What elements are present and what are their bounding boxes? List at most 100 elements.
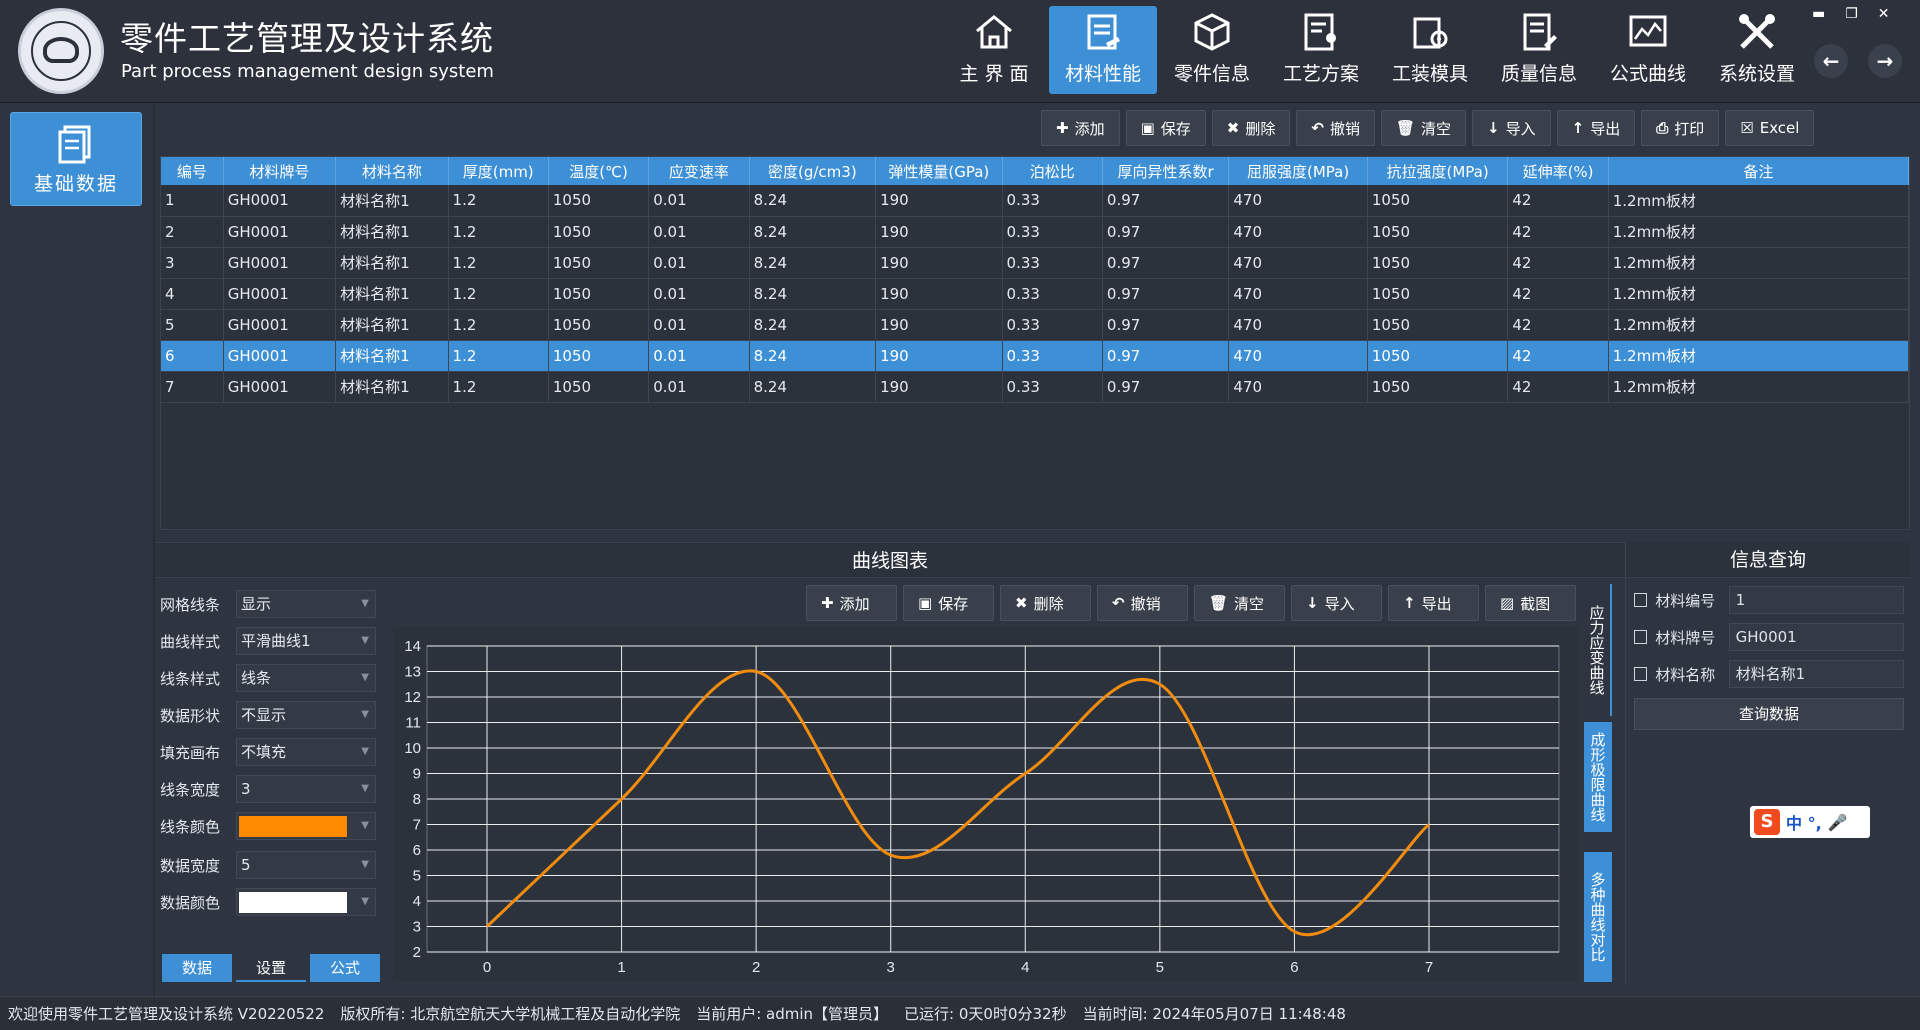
- column-header[interactable]: 温度(℃): [548, 157, 650, 185]
- table-cell[interactable]: 42: [1507, 340, 1609, 372]
- table-cell[interactable]: 470: [1228, 340, 1368, 372]
- import-button[interactable]: ↓ 导入: [1472, 110, 1551, 146]
- tab-forming-limit[interactable]: 成形极限曲线: [1584, 722, 1612, 832]
- table-cell[interactable]: 0.97: [1102, 371, 1230, 403]
- table-cell[interactable]: 190: [875, 309, 1003, 341]
- table-cell[interactable]: 0.97: [1102, 309, 1230, 341]
- query-grade-checkbox[interactable]: [1634, 630, 1648, 644]
- table-cell[interactable]: 0.01: [648, 340, 750, 372]
- table-cell[interactable]: 1050: [1367, 371, 1509, 403]
- table-cell[interactable]: 190: [875, 371, 1003, 403]
- table-cell[interactable]: 1050: [548, 340, 650, 372]
- column-header[interactable]: 屈服强度(MPa): [1228, 157, 1368, 185]
- table-cell[interactable]: 0.33: [1002, 340, 1103, 372]
- chart-screenshot-button[interactable]: ▨ 截图: [1485, 585, 1576, 621]
- column-header[interactable]: 备注: [1608, 157, 1910, 185]
- tab-settings[interactable]: 设置: [236, 954, 306, 982]
- table-cell[interactable]: 42: [1507, 371, 1609, 403]
- table-cell[interactable]: 8.24: [749, 340, 877, 372]
- tab-stress-strain[interactable]: 应力应变曲线: [1584, 584, 1612, 716]
- query-grade-input[interactable]: GH0001: [1728, 623, 1904, 651]
- table-cell[interactable]: 1050: [1367, 185, 1509, 217]
- table-cell[interactable]: 材料名称1: [335, 278, 449, 310]
- table-cell[interactable]: 1.2: [448, 278, 549, 310]
- table-cell[interactable]: 4: [161, 278, 224, 310]
- query-name-input[interactable]: 材料名称1: [1728, 660, 1904, 688]
- table-cell[interactable]: 470: [1228, 185, 1368, 217]
- table-cell[interactable]: GH0001: [223, 278, 337, 310]
- table-cell[interactable]: 42: [1507, 216, 1609, 248]
- table-cell[interactable]: 0.01: [648, 371, 750, 403]
- clear-button[interactable]: 🗑 清空: [1380, 110, 1467, 146]
- table-cell[interactable]: 2: [161, 216, 224, 248]
- table-row[interactable]: 5 GH0001 材料名称1 1.2 1050 0.01 8.24 190 0.33 0.97 47…: [161, 309, 1910, 341]
- table-cell[interactable]: 1050: [1367, 340, 1509, 372]
- nav-formula[interactable]: 公式曲线: [1594, 6, 1702, 94]
- table-row[interactable]: 3 GH0001 材料名称1 1.2 1050 0.01 8.24 190 0.33 0.97 47…: [161, 247, 1910, 279]
- table-cell[interactable]: 1.2mm板材: [1608, 340, 1910, 372]
- table-cell[interactable]: 材料名称1: [335, 216, 449, 248]
- table-cell[interactable]: 1.2mm板材: [1608, 247, 1910, 279]
- nav-tooling[interactable]: 工装模具: [1376, 6, 1484, 94]
- column-header[interactable]: 弹性模量(GPa): [875, 157, 1003, 185]
- table-cell[interactable]: 8.24: [749, 247, 877, 279]
- color-swatch[interactable]: [239, 892, 347, 913]
- table-cell[interactable]: 470: [1228, 371, 1368, 403]
- table-cell[interactable]: 1.2mm板材: [1608, 185, 1910, 217]
- back-arrow-icon[interactable]: ←: [1814, 44, 1848, 78]
- nav-process[interactable]: 工艺方案: [1267, 6, 1375, 94]
- table-cell[interactable]: 470: [1228, 278, 1368, 310]
- table-cell[interactable]: GH0001: [223, 247, 337, 279]
- table-cell[interactable]: 1.2: [448, 340, 549, 372]
- table-row[interactable]: 7 GH0001 材料名称1 1.2 1050 0.01 8.24 190 0.33 0.97 47…: [161, 371, 1910, 403]
- setting-dropdown[interactable]: 显示 ▼: [236, 590, 376, 618]
- table-cell[interactable]: 材料名称1: [335, 340, 449, 372]
- table-cell[interactable]: 0.97: [1102, 340, 1230, 372]
- minimize-icon[interactable]: ▬: [1812, 6, 1826, 22]
- column-header[interactable]: 延伸率(%): [1507, 157, 1609, 185]
- setting-dropdown[interactable]: 平滑曲线1 ▼: [236, 627, 376, 655]
- print-button[interactable]: ⎙ 打印: [1641, 110, 1720, 146]
- table-cell[interactable]: 42: [1507, 278, 1609, 310]
- table-cell[interactable]: 1050: [1367, 247, 1509, 279]
- table-row[interactable]: 6 GH0001 材料名称1 1.2 1050 0.01 8.24 190 0.33 0.97 47…: [161, 340, 1910, 372]
- setting-dropdown[interactable]: ▼: [236, 812, 376, 840]
- table-cell[interactable]: 190: [875, 185, 1003, 217]
- table-row[interactable]: 1 GH0001 材料名称1 1.2 1050 0.01 8.24 190 0.33 0.97 47…: [161, 185, 1910, 217]
- query-name-checkbox[interactable]: [1634, 667, 1648, 681]
- restore-icon[interactable]: ❐: [1845, 6, 1858, 22]
- table-cell[interactable]: 1.2: [448, 216, 549, 248]
- table-cell[interactable]: 0.01: [648, 278, 750, 310]
- table-cell[interactable]: 1050: [1367, 309, 1509, 341]
- table-cell[interactable]: 1.2: [448, 371, 549, 403]
- ime-indicator[interactable]: S 中 °, 🎤: [1750, 806, 1870, 838]
- delete-button[interactable]: ✖ 删除: [1211, 110, 1291, 146]
- table-cell[interactable]: 1.2mm板材: [1608, 216, 1910, 248]
- save-button[interactable]: ▣ 保存: [1125, 110, 1206, 146]
- table-row[interactable]: 4 GH0001 材料名称1 1.2 1050 0.01 8.24 190 0.33 0.97 47…: [161, 278, 1910, 310]
- forward-arrow-icon[interactable]: →: [1868, 44, 1902, 78]
- table-cell[interactable]: 0.01: [648, 247, 750, 279]
- tab-curve-compare[interactable]: 多种曲线对比: [1584, 852, 1612, 982]
- table-cell[interactable]: 1050: [548, 247, 650, 279]
- undo-button[interactable]: ↶ 撤销: [1296, 110, 1375, 146]
- chart-clear-button[interactable]: 🗑 清空: [1194, 585, 1285, 621]
- column-header[interactable]: 厚度(mm): [448, 157, 549, 185]
- nav-home[interactable]: 主 界 面: [940, 6, 1048, 94]
- table-cell[interactable]: 0.33: [1002, 278, 1103, 310]
- table-cell[interactable]: 1050: [548, 371, 650, 403]
- table-cell[interactable]: 0.33: [1002, 309, 1103, 341]
- table-cell[interactable]: 470: [1228, 216, 1368, 248]
- table-cell[interactable]: GH0001: [223, 340, 337, 372]
- table-cell[interactable]: 8.24: [749, 309, 877, 341]
- table-cell[interactable]: 190: [875, 247, 1003, 279]
- table-cell[interactable]: 0.97: [1102, 247, 1230, 279]
- table-cell[interactable]: 1050: [548, 216, 650, 248]
- chart-save-button[interactable]: ▣ 保存: [903, 585, 994, 621]
- nav-quality[interactable]: 质量信息: [1485, 6, 1593, 94]
- tab-data[interactable]: 数据: [162, 954, 232, 982]
- column-header[interactable]: 材料名称: [335, 157, 449, 185]
- query-button[interactable]: 查询数据: [1634, 698, 1904, 730]
- chart-export-button[interactable]: ↑ 导出: [1388, 585, 1479, 621]
- table-cell[interactable]: GH0001: [223, 185, 337, 217]
